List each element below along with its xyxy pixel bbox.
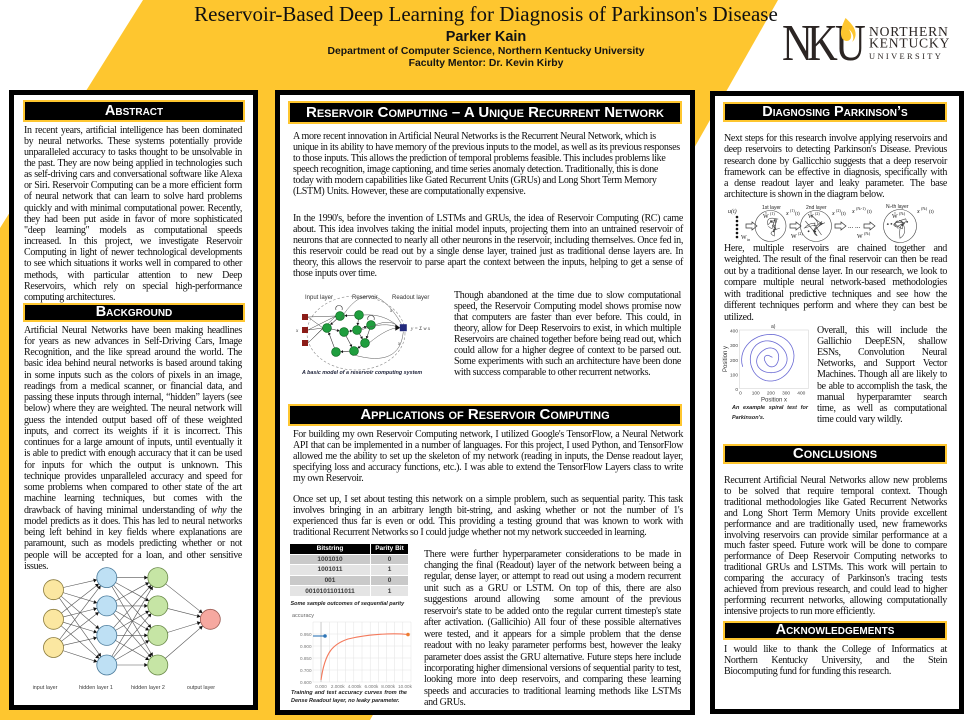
svg-text:in: in — [747, 237, 750, 242]
svg-text:W: W — [857, 234, 863, 240]
svg-text:200: 200 — [767, 391, 775, 397]
svg-text:W: W — [741, 235, 747, 241]
svg-text:(1): (1) — [770, 211, 775, 216]
svg-text:4.000k: 4.000k — [348, 684, 362, 688]
svg-text:(t): (t) — [841, 212, 846, 217]
svg-text:1st layer: 1st layer — [762, 205, 781, 211]
svg-text:8.000k: 8.000k — [381, 684, 395, 688]
svg-text:Input layer: Input layer — [305, 295, 333, 301]
svg-text:0.850: 0.850 — [300, 656, 312, 661]
svg-text:10.00k: 10.00k — [398, 684, 412, 688]
svg-text:KENTUCKY: KENTUCKY — [869, 36, 950, 51]
svg-text:x: x — [785, 211, 789, 217]
svg-text:accuracy: accuracy — [292, 613, 314, 619]
svg-text:0.700: 0.700 — [300, 668, 312, 673]
svg-text:200: 200 — [730, 358, 738, 364]
svg-text:100: 100 — [752, 391, 760, 397]
svg-text:0.000: 0.000 — [315, 684, 327, 688]
svg-text:300: 300 — [730, 343, 738, 349]
svg-text:x: x — [397, 342, 401, 347]
svg-text:Ŵ: Ŵ — [892, 212, 898, 220]
svg-text:x: x — [295, 329, 299, 334]
svg-text:0: 0 — [735, 387, 738, 393]
svg-text:Reservoir: Reservoir — [352, 295, 378, 301]
svg-text:(t): (t) — [795, 212, 800, 217]
svg-text:Position x: Position x — [761, 398, 787, 404]
svg-text:300: 300 — [782, 391, 790, 397]
svg-text:Position y: Position y — [723, 346, 729, 372]
svg-text:K: K — [807, 16, 838, 66]
svg-text:(2): (2) — [798, 231, 803, 236]
svg-text:x: x — [389, 309, 393, 314]
svg-text:(2): (2) — [836, 208, 841, 213]
svg-text:y = Σ w x: y = Σ w x — [410, 327, 431, 332]
svg-text:(Nₗ-1): (Nₗ-1) — [856, 206, 866, 211]
svg-text:0.900: 0.900 — [300, 644, 312, 649]
svg-text:a): a) — [771, 324, 776, 330]
svg-text:output layer: output layer — [187, 685, 215, 691]
svg-text:2.000k: 2.000k — [331, 684, 345, 688]
svg-text:(Nₗ): (Nₗ) — [921, 206, 928, 211]
svg-text:0.950: 0.950 — [300, 632, 312, 637]
svg-text:hidden layer 2: hidden layer 2 — [131, 685, 165, 691]
svg-text:N: N — [782, 16, 813, 66]
svg-text:NORTHERN: NORTHERN — [869, 24, 949, 39]
svg-text:(Nₗ): (Nₗ) — [899, 211, 906, 216]
svg-text:400: 400 — [797, 391, 805, 397]
svg-text:hidden layer 1: hidden layer 1 — [79, 685, 113, 691]
svg-text:0.600: 0.600 — [300, 680, 312, 685]
svg-text:x: x — [851, 209, 855, 215]
svg-text:(t): (t) — [867, 210, 872, 215]
svg-text:x: x — [916, 209, 920, 215]
svg-text:Ŵ: Ŵ — [808, 212, 814, 220]
svg-text:100: 100 — [730, 372, 738, 378]
svg-text:...: ... — [855, 222, 861, 230]
svg-text:400: 400 — [730, 329, 738, 335]
svg-text:input layer: input layer — [33, 685, 58, 691]
svg-text:x: x — [831, 211, 835, 217]
svg-text:(2): (2) — [815, 211, 820, 216]
svg-text:2nd layer: 2nd layer — [806, 205, 827, 211]
svg-text:(t): (t) — [929, 210, 934, 215]
svg-text:Readout layer: Readout layer — [392, 295, 429, 301]
svg-text:Ŵ: Ŵ — [763, 212, 769, 220]
svg-text:(1): (1) — [790, 208, 795, 213]
svg-text:u(t): u(t) — [728, 208, 737, 215]
svg-text:...: ... — [848, 222, 854, 230]
svg-text:0: 0 — [739, 391, 742, 397]
svg-text:Nₗ-th layer: Nₗ-th layer — [886, 204, 909, 210]
svg-text:6.000k: 6.000k — [365, 684, 379, 688]
svg-text:(Nₗ): (Nₗ) — [864, 231, 871, 236]
svg-text:W: W — [791, 234, 797, 240]
svg-text:UNIVERSITY: UNIVERSITY — [869, 52, 943, 61]
